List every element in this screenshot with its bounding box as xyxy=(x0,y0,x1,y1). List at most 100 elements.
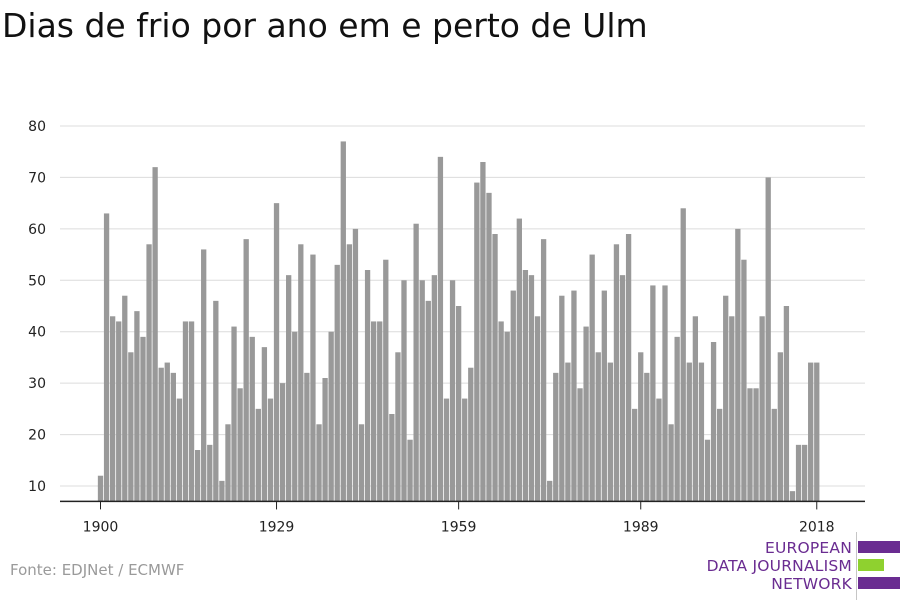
bar-1974 xyxy=(547,480,553,502)
bar-1994 xyxy=(668,424,674,502)
x-tick-label-1959: 1959 xyxy=(441,519,477,535)
bar-2006 xyxy=(741,259,747,502)
bar-1996 xyxy=(680,208,686,502)
bar-1990 xyxy=(644,372,650,502)
bar-2011 xyxy=(771,408,777,502)
logo-line-network: NETWORK xyxy=(771,575,852,593)
bar-2009 xyxy=(759,316,765,502)
bar-1922 xyxy=(231,326,237,502)
bar-1976 xyxy=(559,295,565,502)
y-tick-label-50: 50 xyxy=(28,273,46,289)
bar-1911 xyxy=(164,362,170,502)
bar-2014 xyxy=(789,491,796,502)
bar-1963 xyxy=(480,162,486,502)
bar-1972 xyxy=(534,316,541,502)
bar-1988 xyxy=(632,408,638,502)
bar-1919 xyxy=(213,300,219,502)
bar-1956 xyxy=(437,156,444,502)
bar-1970 xyxy=(522,270,529,502)
bar-1983 xyxy=(601,290,607,502)
bar-2007 xyxy=(747,388,753,502)
bar-2010 xyxy=(765,177,771,502)
bar-1939 xyxy=(334,264,340,502)
bar-1992 xyxy=(656,398,662,502)
bar-2000 xyxy=(704,439,711,502)
bar-2015 xyxy=(795,444,802,502)
logo-divider xyxy=(856,532,857,600)
bars xyxy=(97,141,820,502)
bar-1978 xyxy=(571,290,577,502)
bar-2013 xyxy=(783,306,790,502)
bar-1936 xyxy=(316,424,322,502)
bar-1923 xyxy=(237,388,243,502)
bar-1941 xyxy=(346,244,353,502)
axes xyxy=(60,500,865,510)
bar-1908 xyxy=(146,244,152,502)
bar-1980 xyxy=(583,326,589,502)
bar-1925 xyxy=(249,336,255,502)
edjnet-logo: EUROPEAN DATA JOURNALISM NETWORK xyxy=(700,532,900,600)
bar-1977 xyxy=(565,362,571,502)
bar-1932 xyxy=(292,331,298,502)
bar-1927 xyxy=(261,347,268,502)
y-tick-label-30: 30 xyxy=(28,376,46,392)
bar-1986 xyxy=(619,275,626,502)
logo-bar-middle xyxy=(858,559,884,571)
y-tick-label-70: 70 xyxy=(28,170,46,186)
logo-line-data-journalism: DATA JOURNALISM xyxy=(706,557,852,575)
bar-2004 xyxy=(729,316,735,502)
bar-2008 xyxy=(753,388,759,502)
bar-2003 xyxy=(723,295,729,502)
bar-1960 xyxy=(462,398,468,502)
bar-1948 xyxy=(389,414,395,502)
bar-1967 xyxy=(504,331,510,502)
bar-2005 xyxy=(735,228,741,502)
bar-1987 xyxy=(625,234,632,502)
bar-1968 xyxy=(510,290,516,502)
bar-1998 xyxy=(692,316,699,502)
bar-1995 xyxy=(674,336,680,502)
bar-1969 xyxy=(516,218,522,502)
bar-1937 xyxy=(322,378,328,502)
bar-1916 xyxy=(194,450,201,502)
bar-1971 xyxy=(528,275,535,502)
y-tick-labels: 10 20 30 40 50 60 70 80 xyxy=(28,119,46,495)
bar-1999 xyxy=(698,362,705,502)
bar-1947 xyxy=(383,259,389,502)
bar-1957 xyxy=(443,398,450,502)
bar-1906 xyxy=(134,311,140,502)
bar-2012 xyxy=(777,352,783,502)
bar-1943 xyxy=(358,424,365,502)
bar-1964 xyxy=(486,192,492,502)
bar-1913 xyxy=(176,398,183,502)
bar-1920 xyxy=(219,480,225,502)
x-tick-labels: 1900 1929 1959 1989 2018 xyxy=(83,519,835,535)
logo-line-european: EUROPEAN xyxy=(764,539,852,557)
bar-1959 xyxy=(455,306,462,502)
bar-1946 xyxy=(377,321,383,502)
bar-1951 xyxy=(407,439,413,502)
bar-1933 xyxy=(298,244,304,502)
bar-1909 xyxy=(152,167,158,502)
bar-1926 xyxy=(255,408,261,502)
bar-1907 xyxy=(140,336,146,502)
bar-1984 xyxy=(607,362,614,502)
x-tick-label-1929: 1929 xyxy=(259,519,295,535)
bar-1921 xyxy=(225,424,231,502)
bar-1938 xyxy=(328,331,334,502)
bar-1973 xyxy=(540,239,547,502)
bar-1914 xyxy=(182,321,189,502)
bar-1985 xyxy=(613,244,620,502)
bar-2016 xyxy=(801,444,808,502)
bar-1965 xyxy=(492,234,498,502)
bar-1982 xyxy=(595,352,601,502)
bar-1929 xyxy=(273,203,280,502)
bar-1903 xyxy=(116,321,122,502)
bar-1901 xyxy=(103,213,110,502)
bar-1989 xyxy=(638,352,644,502)
bar-1934 xyxy=(304,372,310,502)
bar-1917 xyxy=(201,249,207,502)
bar-1912 xyxy=(170,372,176,502)
bar-1955 xyxy=(431,275,437,502)
bar-1900 xyxy=(97,475,104,502)
